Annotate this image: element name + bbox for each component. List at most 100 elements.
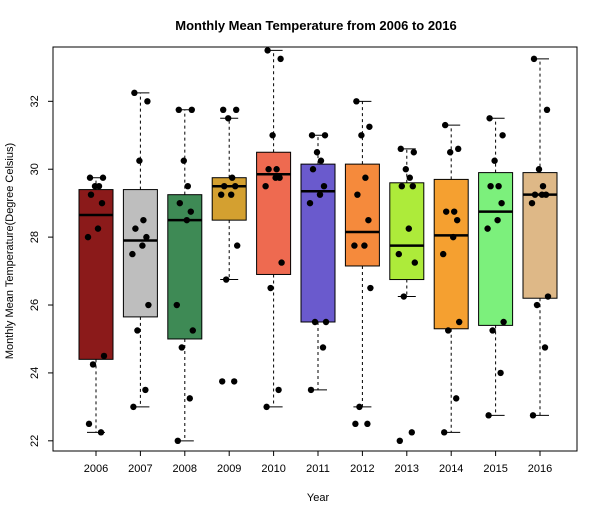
data-point [530, 55, 538, 63]
data-point [411, 259, 418, 266]
points-2012 [351, 98, 374, 428]
data-point [361, 242, 368, 249]
data-point [174, 437, 181, 445]
box-body [256, 151, 292, 275]
data-point [443, 208, 450, 215]
data-point [528, 199, 536, 207]
x-tick-label: 2011 [306, 463, 330, 475]
data-point [451, 208, 458, 215]
point-series [84, 47, 552, 445]
data-point [269, 132, 276, 139]
data-point [531, 191, 539, 198]
data-point [309, 166, 317, 173]
data-point [187, 208, 194, 215]
data-point [97, 429, 105, 436]
box-2016 [522, 58, 558, 416]
x-tick-label: 2006 [84, 463, 108, 475]
box-2013 [389, 148, 425, 298]
points-2014 [440, 121, 463, 436]
points-2011 [306, 132, 330, 394]
data-point [233, 106, 240, 114]
data-point [228, 191, 235, 198]
data-point [86, 174, 94, 181]
box-body [211, 177, 247, 221]
data-point [450, 233, 457, 241]
data-point [367, 284, 374, 292]
data-point [130, 403, 137, 411]
box-body [300, 163, 336, 323]
data-point [499, 132, 506, 139]
box-body [389, 182, 425, 281]
data-point [94, 225, 102, 232]
data-point [486, 115, 493, 122]
data-point [441, 429, 448, 436]
points-2009 [218, 106, 241, 385]
points-2010 [262, 47, 285, 411]
x-tick-label: 2016 [528, 463, 552, 475]
data-point [84, 233, 92, 241]
data-point [145, 301, 152, 309]
data-point [180, 157, 187, 164]
data-point [353, 98, 360, 105]
data-point [351, 242, 358, 249]
y-tick-label: 24 [29, 367, 41, 379]
points-2016 [528, 55, 552, 419]
data-point [396, 437, 403, 445]
data-point [447, 149, 454, 156]
points-2006 [84, 174, 108, 436]
data-point [85, 420, 93, 428]
box-2014 [433, 124, 469, 433]
data-point [491, 157, 498, 164]
data-point [232, 182, 239, 190]
data-point [183, 216, 190, 224]
y-tick-label: 28 [29, 231, 41, 243]
data-point [134, 327, 141, 334]
data-point [498, 199, 505, 207]
data-point [144, 98, 151, 105]
points-2015 [484, 115, 507, 419]
box-body [78, 189, 114, 360]
data-point [99, 174, 107, 181]
x-tick-label: 2015 [483, 463, 507, 475]
data-point [410, 149, 417, 156]
data-point [445, 327, 452, 334]
data-point [358, 132, 365, 139]
data-point [541, 344, 549, 351]
x-tick-label: 2010 [261, 463, 285, 475]
data-point [485, 412, 492, 419]
data-point [322, 318, 330, 326]
x-tick-label: 2009 [217, 463, 241, 475]
data-point [319, 344, 327, 351]
data-point [402, 166, 409, 173]
data-point [225, 115, 232, 122]
plot-frame [52, 46, 578, 452]
data-point [234, 242, 241, 249]
data-point [317, 157, 325, 164]
data-point [409, 182, 416, 190]
data-point [188, 106, 195, 114]
box-2011 [300, 134, 336, 391]
data-point [406, 174, 413, 181]
data-point [131, 89, 138, 97]
points-2008 [173, 106, 196, 445]
data-point [173, 301, 180, 309]
data-point [405, 225, 412, 232]
data-point [442, 121, 449, 129]
data-point [487, 182, 494, 190]
box-2009 [211, 117, 247, 281]
y-tick-label: 26 [29, 299, 41, 311]
data-point [221, 182, 228, 190]
data-point [500, 318, 507, 326]
data-point [542, 191, 550, 198]
data-point [267, 284, 274, 292]
box-2007 [122, 92, 158, 408]
box-2015 [478, 117, 514, 416]
data-point [100, 352, 108, 360]
data-point [543, 106, 551, 114]
data-point [321, 132, 329, 139]
data-point [408, 429, 415, 436]
x-tick-label: 2013 [395, 463, 419, 475]
box-body [522, 172, 558, 299]
data-point [494, 216, 501, 224]
data-point [136, 157, 143, 164]
